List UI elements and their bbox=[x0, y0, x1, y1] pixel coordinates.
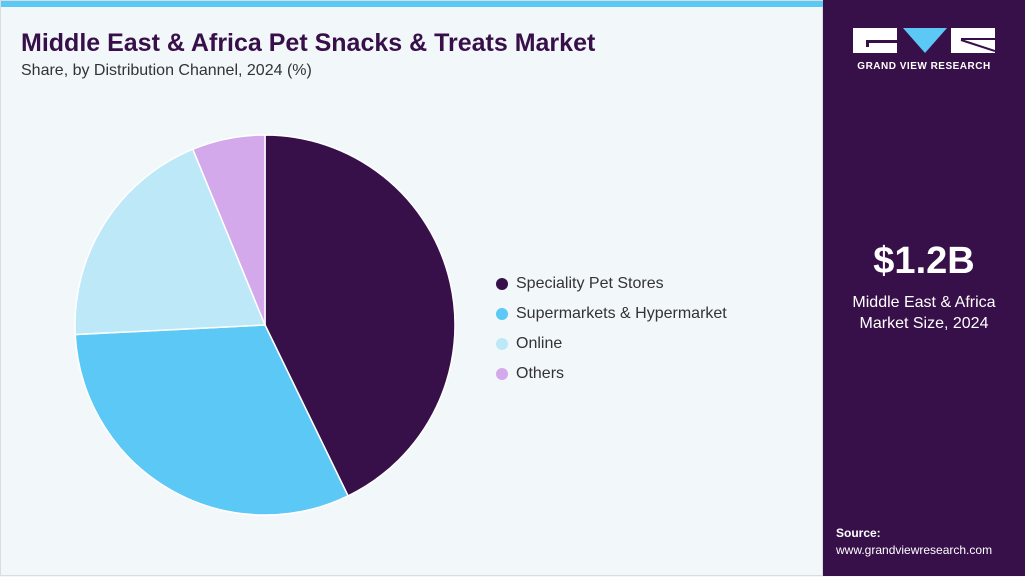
market-size-value: $1.2B bbox=[873, 240, 975, 282]
pie-slice-speciality-pet-stores bbox=[264, 134, 456, 497]
logo-text: GRAND VIEW RESEARCH bbox=[857, 61, 991, 72]
legend-swatch bbox=[496, 338, 508, 350]
chart-subtitle: Share, by Distribution Channel, 2024 (%) bbox=[21, 62, 312, 79]
pie-slice-others bbox=[191, 134, 266, 326]
legend-item: Others bbox=[496, 359, 727, 389]
legend-swatch bbox=[496, 368, 508, 380]
chart-legend: Speciality Pet Stores Supermarkets & Hype… bbox=[496, 269, 727, 389]
pie-slice-online bbox=[74, 148, 267, 336]
chart-title: Middle East & Africa Pet Snacks & Treats… bbox=[21, 29, 596, 57]
legend-swatch bbox=[496, 278, 508, 290]
pie-chart bbox=[74, 134, 456, 516]
caption-line-2: Market Size, 2024 bbox=[859, 315, 989, 332]
source-link[interactable]: www.grandviewresearch.com bbox=[836, 543, 993, 557]
legend-item: Online bbox=[496, 329, 727, 359]
legend-label: Speciality Pet Stores bbox=[516, 275, 664, 292]
legend-label: Supermarkets & Hypermarket bbox=[516, 305, 727, 322]
market-size-caption: Middle East & Africa Market Size, 2024 bbox=[823, 292, 1025, 334]
legend-item: Speciality Pet Stores bbox=[496, 269, 727, 299]
source-label: Source: bbox=[836, 526, 881, 540]
chart-panel: Middle East & Africa Pet Snacks & Treats… bbox=[0, 0, 824, 576]
sidebar: GRAND VIEW RESEARCH $1.2B Middle East & … bbox=[823, 0, 1025, 576]
legend-label: Online bbox=[516, 335, 563, 352]
caption-line-1: Middle East & Africa bbox=[852, 294, 996, 311]
accent-bar bbox=[1, 1, 824, 7]
legend-swatch bbox=[496, 308, 508, 320]
legend-item: Supermarkets & Hypermarket bbox=[496, 299, 727, 329]
legend-label: Others bbox=[516, 365, 565, 382]
pie-slice-supermarkets-hypermarket bbox=[74, 324, 350, 516]
gvr-logo-icon bbox=[853, 28, 995, 53]
